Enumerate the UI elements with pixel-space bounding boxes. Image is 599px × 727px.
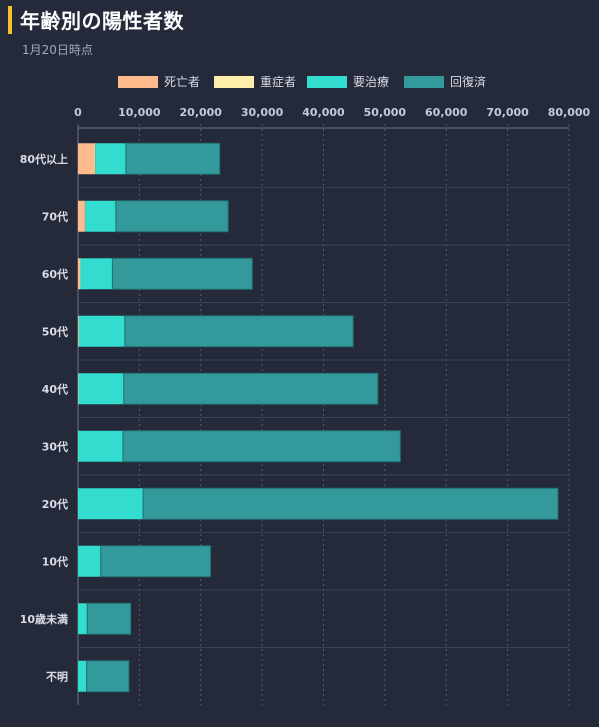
bar-3-7: [100, 545, 212, 578]
bar-2-6: [78, 488, 144, 520]
bar-1-0: [94, 143, 96, 175]
bar-2-4: [78, 373, 124, 405]
chart-bars: [78, 142, 559, 693]
x-tick-label: 70,000: [486, 106, 529, 119]
bar-3-5: [122, 430, 401, 463]
x-axis-ticks: 0 10,000 20,000 30,000 40,000 50,000 60,000 70,…: [74, 106, 590, 119]
legend-label-0: 死亡者: [164, 75, 200, 89]
category-label: 40代: [42, 382, 68, 396]
title-accent-bar: [8, 6, 12, 34]
bar-3-8: [86, 602, 132, 635]
legend-swatch-3: [404, 76, 444, 88]
legend-swatch-1: [214, 76, 254, 88]
bar-0-1: [78, 200, 85, 232]
bar-3-6: [142, 487, 559, 520]
legend-label-2: 要治療: [353, 75, 389, 89]
bar-3-2: [111, 257, 253, 290]
bar-2-2: [80, 258, 113, 290]
bar-2-5: [78, 430, 123, 462]
category-label: 20代: [42, 497, 68, 511]
bar-3-4: [123, 372, 379, 405]
category-label: 50代: [42, 324, 68, 338]
legend-swatch-0: [118, 76, 158, 88]
bar-2-0: [95, 143, 126, 175]
chart-legend: 死亡者 重症者 要治療 回復済: [118, 74, 486, 89]
x-tick-label: 40,000: [302, 106, 345, 119]
category-label: 10代: [42, 554, 68, 568]
bar-0-0: [78, 143, 95, 175]
category-label: 70代: [42, 209, 68, 223]
bar-2-1: [85, 200, 116, 232]
x-tick-label: 10,000: [118, 106, 161, 119]
x-tick-label: 80,000: [548, 106, 591, 119]
bar-1-2: [80, 258, 81, 290]
page-title: 年齢別の陽性者数: [20, 9, 184, 33]
x-tick-label: 50,000: [364, 106, 407, 119]
category-label: 30代: [42, 439, 68, 453]
x-tick-label: 30,000: [241, 106, 284, 119]
bar-2-9: [78, 660, 87, 692]
bar-3-9: [86, 660, 130, 693]
x-tick-label: 0: [74, 106, 82, 119]
bar-3-3: [124, 315, 354, 348]
category-label: 不明: [46, 670, 68, 683]
legend-label-1: 重症者: [260, 74, 296, 89]
category-label: 60代: [42, 267, 68, 281]
bar-3-1: [115, 200, 229, 233]
x-tick-label: 20,000: [180, 106, 223, 119]
chart-header: 年齢別の陽性者数 1月20日時点: [0, 0, 599, 60]
legend-label-3: 回復済: [450, 74, 486, 89]
age-positive-bar-chart: 死亡者 重症者 要治療 回復済 0 10,000 20,000 30,000 40,000 50…: [20, 74, 591, 705]
category-label: 10歳未満: [20, 612, 68, 626]
page-subtitle: 1月20日時点: [22, 43, 93, 57]
bar-0-3: [78, 315, 79, 347]
chart-grid: [77, 124, 570, 705]
bar-2-8: [78, 603, 88, 635]
bar-2-3: [78, 315, 125, 347]
bar-3-0: [125, 142, 221, 175]
bar-0-2: [78, 258, 81, 290]
category-label: 80代以上: [20, 152, 68, 166]
legend-swatch-2: [307, 76, 347, 88]
x-tick-label: 60,000: [425, 106, 468, 119]
bar-2-7: [78, 545, 101, 577]
bar-1-1: [84, 200, 86, 232]
